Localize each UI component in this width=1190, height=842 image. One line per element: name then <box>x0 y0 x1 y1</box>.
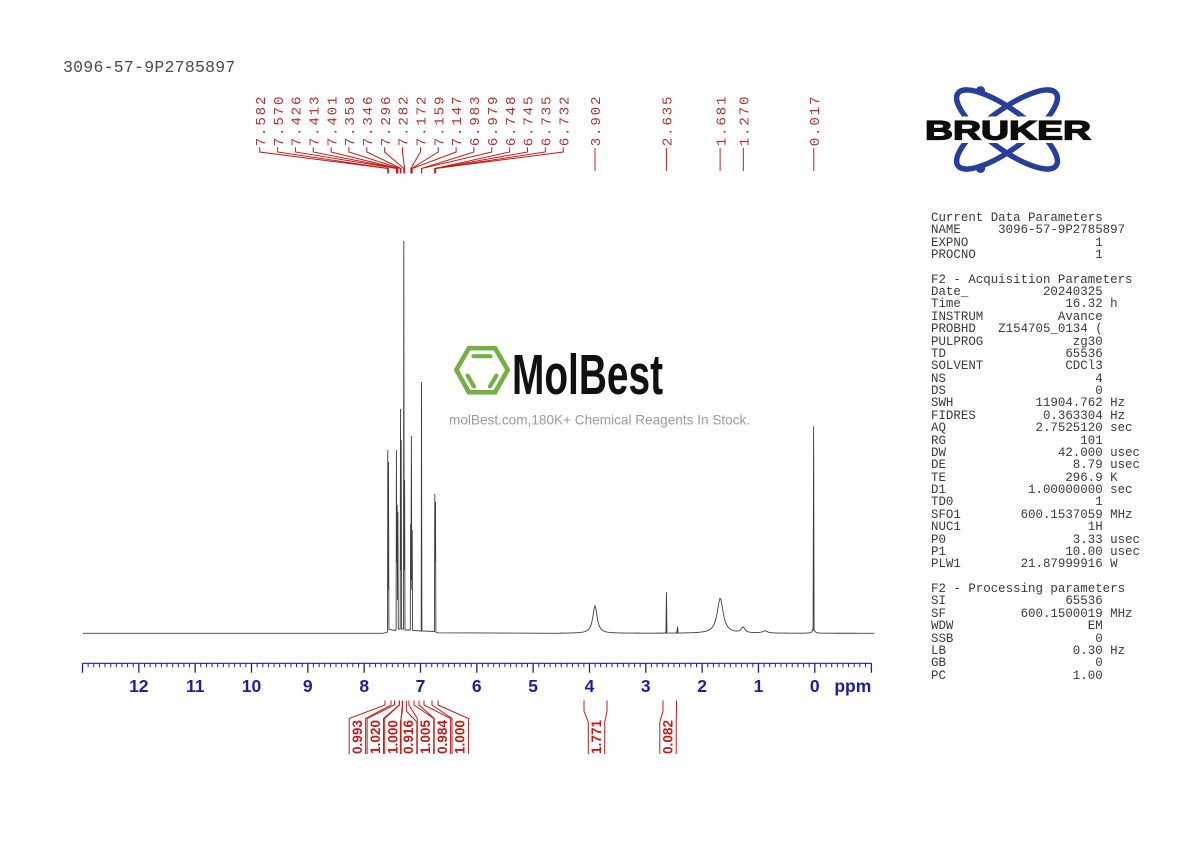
svg-text:2.635: 2.635 <box>661 95 677 147</box>
svg-text:7.147: 7.147 <box>450 95 466 147</box>
svg-text:0.916: 0.916 <box>401 720 416 754</box>
svg-text:10: 10 <box>242 676 262 696</box>
svg-text:7.346: 7.346 <box>361 95 377 147</box>
svg-text:0.993: 0.993 <box>350 720 365 754</box>
svg-text:6.983: 6.983 <box>468 95 484 147</box>
svg-text:0: 0 <box>810 676 820 696</box>
svg-text:molBest.com,180K+ Chemical Rea: molBest.com,180K+ Chemical Reagents In S… <box>449 412 750 427</box>
svg-text:BRUKER: BRUKER <box>925 116 1091 146</box>
svg-text:9: 9 <box>303 676 313 696</box>
svg-text:MolBest: MolBest <box>512 343 663 407</box>
svg-text:3: 3 <box>641 676 651 696</box>
svg-text:6.735: 6.735 <box>540 95 556 147</box>
svg-text:7.401: 7.401 <box>325 95 341 147</box>
svg-text:0.017: 0.017 <box>808 95 824 147</box>
svg-text:6.979: 6.979 <box>486 95 502 147</box>
svg-text:1.270: 1.270 <box>738 95 754 147</box>
svg-text:4: 4 <box>585 676 595 696</box>
svg-text:7.358: 7.358 <box>343 95 359 147</box>
svg-text:1: 1 <box>754 676 764 696</box>
svg-text:6.732: 6.732 <box>557 95 573 147</box>
svg-text:7.413: 7.413 <box>307 95 323 147</box>
svg-text:5: 5 <box>528 676 538 696</box>
svg-text:12: 12 <box>129 676 149 696</box>
svg-text:8: 8 <box>359 676 369 696</box>
svg-text:7.426: 7.426 <box>290 95 306 147</box>
svg-text:7.159: 7.159 <box>432 95 448 147</box>
svg-text:1.000: 1.000 <box>385 720 400 754</box>
svg-text:1.681: 1.681 <box>714 95 730 147</box>
svg-text:7.282: 7.282 <box>397 95 413 147</box>
svg-text:6.748: 6.748 <box>504 95 520 147</box>
svg-text:2: 2 <box>697 676 707 696</box>
svg-text:0.082: 0.082 <box>661 720 676 754</box>
svg-text:ppm: ppm <box>834 676 871 696</box>
svg-text:0.984: 0.984 <box>435 720 450 754</box>
svg-text:11: 11 <box>186 676 205 696</box>
svg-text:7.172: 7.172 <box>415 95 431 147</box>
svg-text:1.020: 1.020 <box>368 720 383 754</box>
svg-text:6: 6 <box>472 676 482 696</box>
svg-text:7.296: 7.296 <box>379 95 395 147</box>
svg-text:1.000: 1.000 <box>453 720 468 754</box>
svg-text:7.582: 7.582 <box>254 95 270 147</box>
svg-text:6.745: 6.745 <box>522 95 538 147</box>
svg-text:3.902: 3.902 <box>589 95 605 147</box>
svg-text:7: 7 <box>416 676 426 696</box>
svg-text:7.570: 7.570 <box>272 95 288 147</box>
svg-text:1.771: 1.771 <box>589 720 604 754</box>
svg-text:1.005: 1.005 <box>418 720 433 754</box>
